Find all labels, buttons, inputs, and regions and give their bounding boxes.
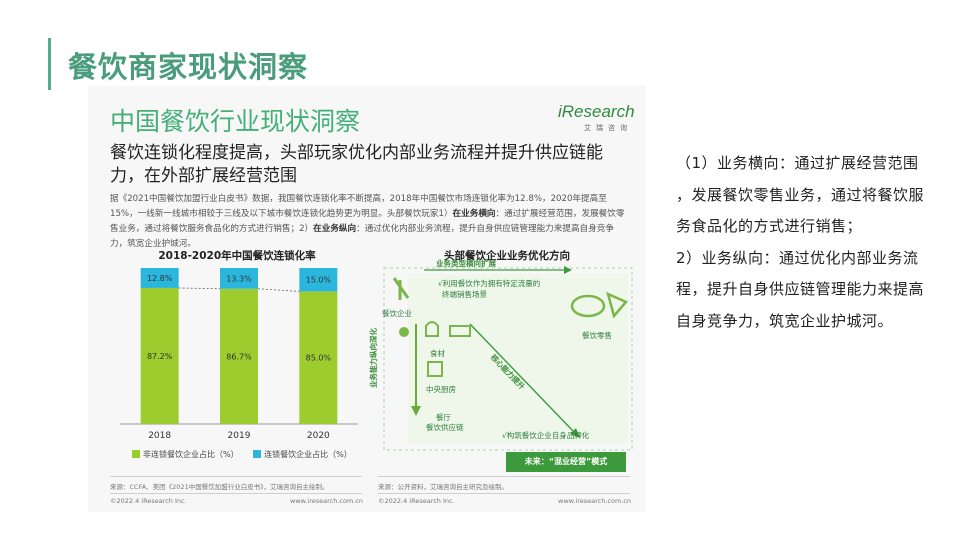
body-part-1: 据《2021中国餐饮加盟行业白皮书》数据，我国餐饮连锁化率不断提高，2018年中… xyxy=(110,194,607,219)
summary-line-3: 务食品化的方式进行销售； xyxy=(676,217,863,235)
central-kitchen-label: 中央厨房 xyxy=(426,385,456,394)
data-label-nonchain-2018: 87.2% xyxy=(147,352,173,361)
bar-nonchain-2020 xyxy=(299,291,338,424)
summary-line-2: ，发展餐饮零售业务，通过将餐饮服 xyxy=(676,185,925,204)
x-tick-2018: 2018 xyxy=(148,431,171,441)
report-panel: 中国餐饮行业现状洞察 iResearch 艾瑞咨询 餐饮连锁化程度提高，头部玩家… xyxy=(88,86,646,512)
kitchen-icon xyxy=(427,361,443,377)
data-label-chain-2018: 12.8% xyxy=(147,274,173,283)
footer-copyright-right: ©2022.4 iResearch Inc. xyxy=(378,497,455,505)
supply-chain-label: 餐饮供应链 xyxy=(426,423,464,432)
brand-desc: √构筑餐饮企业自身品牌化 xyxy=(502,431,590,440)
data-label-nonchain-2020: 85.0% xyxy=(306,354,332,363)
legend-label-nonchain: 非连锁餐饮企业占比（%） xyxy=(143,450,239,459)
bar-chain-2019 xyxy=(220,268,258,289)
ingredients-label: 食材 xyxy=(430,349,445,358)
footer-divider-right xyxy=(378,493,630,494)
legend-swatch-chain xyxy=(253,450,262,458)
divider-left xyxy=(110,476,362,477)
footer-url-right: www.iresearch.com.cn xyxy=(558,497,632,505)
footer-url-left: www.iresearch.com.cn xyxy=(290,497,364,505)
title-accent-bar xyxy=(48,38,51,90)
right-summary-text: （1）业务横向：通过扩展经营范围 ，发展餐饮零售业务，通过将餐饮服 务食品化的方… xyxy=(676,148,938,337)
logo-main-text: iResearch xyxy=(558,102,635,121)
summary-line-1: （1）业务横向：通过扩展经营范围 xyxy=(676,154,919,172)
connector-line-1 xyxy=(257,288,300,292)
chain-rate-chart: 2018-2020年中国餐饮连锁化率 87.2% 12.8% 2018 86.7% 13… xyxy=(112,248,376,488)
horizontal-desc-1: √利用餐饮作为拥有特定流量的 xyxy=(438,279,541,288)
legend-item-nonchain: 非连锁餐饮企业占比（%） xyxy=(132,450,239,459)
divider-right xyxy=(378,476,630,477)
chart-legend: 非连锁餐饮企业占比（%） 连锁餐饮企业占比（%） xyxy=(132,449,364,460)
x-tick-2020: 2020 xyxy=(307,431,330,441)
body-part-3: ：通过优化内部业务流程，提升自身供应链管理能力来提高自身竞争力，筑宽企业护城河。 xyxy=(110,224,614,249)
vertical-label: 业务能力纵向深化 xyxy=(369,328,378,388)
connector-line-0 xyxy=(178,287,221,290)
report-title: 中国餐饮行业现状洞察 xyxy=(110,107,361,136)
catering-retail-label: 餐饮零售 xyxy=(582,331,612,340)
fork-knife-icon xyxy=(392,277,410,300)
slide-title: 餐饮商家现状洞察 xyxy=(68,50,309,84)
catering-enterprise-label: 餐饮企业 xyxy=(382,309,412,318)
body-bold-1: 在业务横向 xyxy=(452,209,496,219)
horizontal-arrow-head xyxy=(564,266,572,274)
iresearch-logo: iResearch 艾瑞咨询 xyxy=(558,102,635,138)
legend-label-chain: 连锁餐饮企业占比（%） xyxy=(264,450,352,459)
footer-divider-left xyxy=(110,493,362,494)
x-tick-2019: 2019 xyxy=(228,431,251,441)
horizontal-desc-2: 终端销售场景 xyxy=(442,290,487,299)
summary-line-4: 2）业务纵向：通过优化内部业务流 xyxy=(676,248,919,267)
source-right: 来源：公开资料，艾瑞咨询自主研究及绘制。 xyxy=(378,483,508,491)
report-body: 据《2021中国餐饮加盟行业白皮书》数据，我国餐饮连锁化率不断提高，2018年中… xyxy=(110,192,630,252)
bar-nonchain-2019 xyxy=(220,288,258,424)
horizontal-label: 业务类型横向扩展 xyxy=(436,259,496,268)
legend-swatch-nonchain xyxy=(132,450,140,458)
food-retail-icon xyxy=(570,291,629,319)
future-mode-box: 未来：“混业经营”模式 xyxy=(506,452,626,472)
data-label-chain-2020: 15.0% xyxy=(306,276,332,285)
restaurant-label: 餐厅 xyxy=(436,413,451,422)
bar-chain-2020 xyxy=(299,268,338,292)
logo-sub-text: 艾瑞咨询 xyxy=(584,124,632,132)
ingredient-icons xyxy=(399,321,471,337)
business-optimization-diagram: 头部餐饮企业业务优化方向 xyxy=(369,248,636,486)
footer-copyright-left: ©2022.4 iResearch Inc. xyxy=(110,497,187,505)
body-part-2: ：通过扩展经营范围，发展餐饮零售业务，通过将餐饮服务食品化的方式进行销售；2） xyxy=(110,209,625,234)
diagram-dashed-frame xyxy=(383,267,633,451)
data-label-nonchain-2019: 86.7% xyxy=(226,352,252,361)
source-left: 来源：CCFA、美团《2021中国餐饮加盟行业白皮书》，艾瑞咨询自主绘制。 xyxy=(110,483,329,491)
diagram-background xyxy=(408,274,628,444)
chart-svg: 87.2% 12.8% 2018 86.7% 13.3% 2019 85.0% 15.0% 20… xyxy=(120,268,358,441)
bar-nonchain-2018 xyxy=(140,287,179,424)
bar-chain-2018 xyxy=(140,268,179,288)
legend-item-chain: 连锁餐饮企业占比（%） xyxy=(253,450,352,459)
diagram-title: 头部餐饮企业业务优化方向 xyxy=(444,250,570,262)
body-bold-2: 在业务纵向 xyxy=(313,224,357,234)
summary-line-6: 自身竞争力，筑宽企业护城河。 xyxy=(676,311,894,330)
chart-title: 2018-2020年中国餐饮连锁化率 xyxy=(158,250,316,262)
summary-line-5: 程，提升自身供应链管理能力来提高 xyxy=(676,280,925,298)
diagonal-arrow-line xyxy=(469,323,575,433)
diagram-svg xyxy=(383,266,633,451)
report-subtitle: 餐饮连锁化程度提高，头部玩家优化内部业务流程并提升供应链能力，在外部扩展经营范围 xyxy=(110,143,603,186)
data-label-chain-2019: 13.3% xyxy=(226,274,252,283)
vertical-arrow-head xyxy=(411,406,421,416)
diagonal-arrow-head xyxy=(570,428,580,438)
